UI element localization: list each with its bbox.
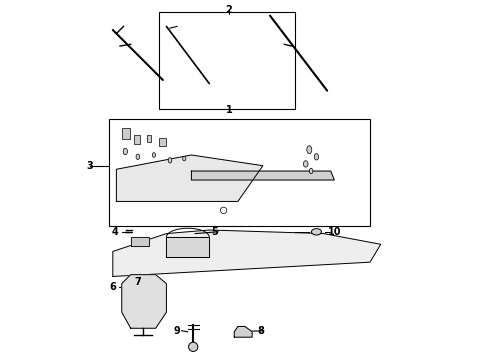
Text: 4: 4: [111, 227, 118, 237]
Bar: [134, 135, 140, 144]
Polygon shape: [131, 237, 148, 246]
Ellipse shape: [183, 156, 186, 161]
Ellipse shape: [303, 161, 308, 167]
Polygon shape: [122, 275, 167, 328]
Ellipse shape: [309, 168, 313, 174]
Text: 2: 2: [225, 5, 232, 15]
Ellipse shape: [312, 229, 321, 235]
Ellipse shape: [168, 158, 172, 163]
Text: 5: 5: [211, 227, 218, 237]
Polygon shape: [192, 171, 334, 180]
Ellipse shape: [314, 154, 319, 160]
Ellipse shape: [307, 146, 312, 154]
Bar: [159, 138, 166, 146]
Text: 1: 1: [225, 105, 232, 115]
Polygon shape: [234, 327, 252, 337]
Bar: [122, 128, 130, 139]
Text: 7: 7: [134, 277, 141, 287]
Polygon shape: [113, 230, 381, 276]
Ellipse shape: [136, 154, 140, 159]
Polygon shape: [117, 155, 263, 202]
Polygon shape: [167, 237, 209, 257]
Text: 9: 9: [174, 326, 180, 336]
Bar: [109, 119, 370, 226]
Ellipse shape: [152, 153, 155, 157]
Bar: [147, 135, 151, 143]
Text: 3: 3: [86, 161, 93, 171]
Circle shape: [220, 207, 227, 213]
Circle shape: [189, 342, 198, 351]
Text: 10: 10: [327, 227, 341, 237]
Text: 6: 6: [109, 282, 116, 292]
Bar: [159, 12, 295, 109]
Text: 8: 8: [258, 326, 265, 336]
Ellipse shape: [123, 148, 127, 155]
